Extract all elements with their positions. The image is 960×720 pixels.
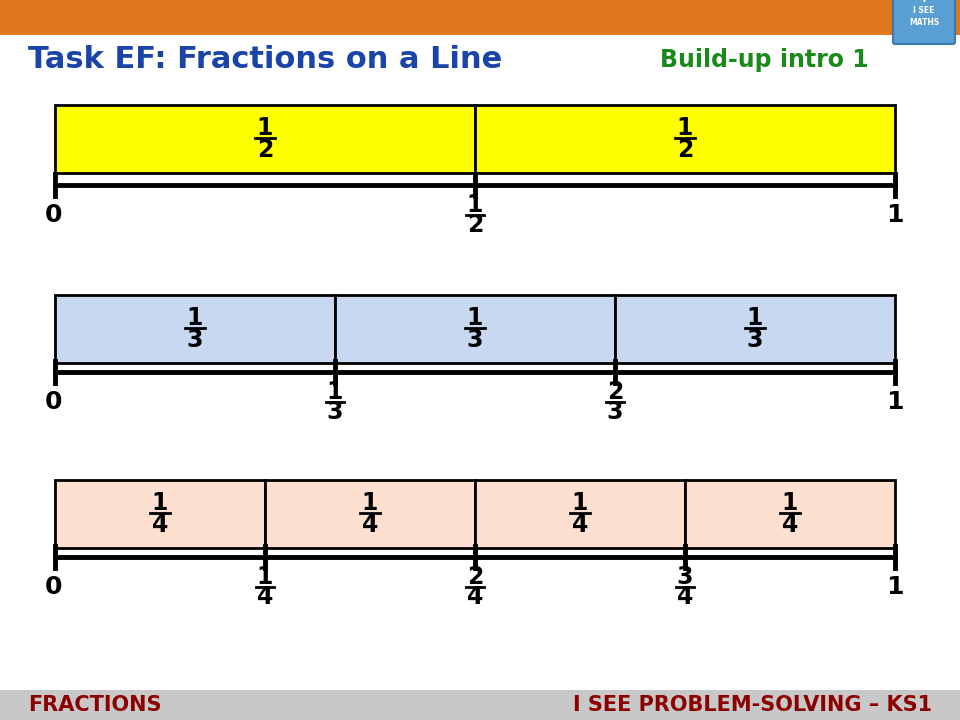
Bar [0,0,960,35]
Text: 2: 2 [467,565,483,589]
Text: 2: 2 [677,138,693,162]
Text: 4: 4 [362,513,378,537]
Text: Task EF: Fractions on a Line: Task EF: Fractions on a Line [28,45,502,74]
Text: 4: 4 [781,513,798,537]
Text: 0: 0 [44,390,61,414]
Text: 4: 4 [467,585,483,609]
Text: 1: 1 [467,306,483,330]
Bar [55,105,475,173]
Text: 4: 4 [677,585,693,609]
Text: 1: 1 [886,575,903,599]
Text: Build-up intro 1: Build-up intro 1 [660,48,869,72]
Text: I SEE PROBLEM-SOLVING – KS1: I SEE PROBLEM-SOLVING – KS1 [573,695,932,715]
Bar [685,480,895,548]
FancyBboxPatch shape [893,0,955,44]
Text: 1: 1 [886,390,903,414]
Text: 0: 0 [44,575,61,599]
Bar [475,480,685,548]
Text: 1: 1 [677,116,693,140]
Text: 1: 1 [362,491,378,515]
Text: 3: 3 [467,328,483,352]
Bar [335,295,615,363]
Bar [615,295,895,363]
Text: 3: 3 [747,328,763,352]
Text: 1: 1 [326,380,343,404]
Text: 1: 1 [257,565,274,589]
Bar [265,480,475,548]
Text: 1: 1 [781,491,798,515]
Text: 1: 1 [886,203,903,227]
Text: 3: 3 [677,565,693,589]
Text: 1: 1 [747,306,763,330]
Text: 4: 4 [152,513,168,537]
Text: 3: 3 [187,328,204,352]
Text: 3: 3 [607,400,623,424]
Text: 0: 0 [44,203,61,227]
Bar [55,295,335,363]
Text: 1: 1 [257,116,274,140]
Text: I SEE
MATHS: I SEE MATHS [909,6,939,27]
Text: 3: 3 [326,400,344,424]
Text: FRACTIONS: FRACTIONS [28,695,161,715]
Text: 2: 2 [607,380,623,404]
Text: 2: 2 [257,138,274,162]
Text: 4: 4 [257,585,274,609]
Text: 2: 2 [467,213,483,237]
Bar [475,105,895,173]
Bar [0,690,960,720]
Text: 4: 4 [572,513,588,537]
Text: +: + [918,0,930,4]
Text: 1: 1 [467,193,483,217]
Text: 1: 1 [572,491,588,515]
Bar [55,480,265,548]
Text: 1: 1 [152,491,168,515]
Text: 1: 1 [187,306,204,330]
